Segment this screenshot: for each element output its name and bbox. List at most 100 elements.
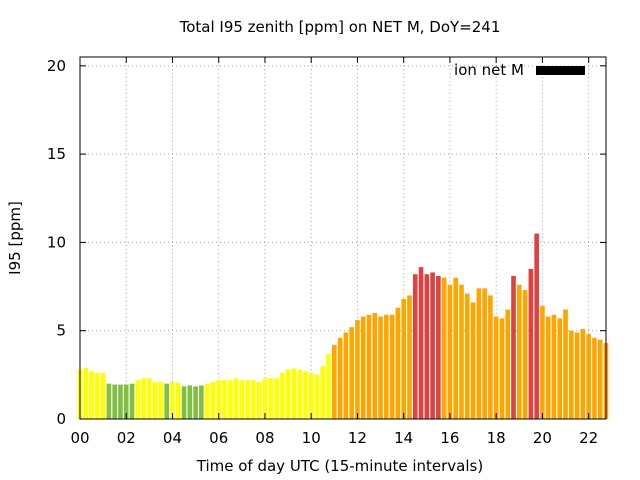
bar [418, 267, 424, 419]
x-tick-label: 06 [209, 429, 228, 447]
plot-frame [79, 56, 607, 420]
bar [580, 328, 586, 419]
x-tick-label: 00 [70, 429, 89, 447]
bar [516, 284, 522, 419]
bar [216, 380, 222, 419]
bar [574, 332, 580, 419]
bar [147, 378, 152, 419]
bar [262, 378, 268, 419]
legend-label: ion net M [454, 61, 524, 79]
bar [476, 288, 482, 419]
bar [227, 380, 233, 419]
bar [129, 383, 135, 419]
bar [222, 380, 227, 419]
x-tick-labels: 00 02 04 06 08 10 12 14 16 18 20 22 [70, 429, 598, 447]
bar [557, 318, 563, 419]
bar [135, 380, 141, 419]
bar [430, 272, 435, 419]
bar [447, 284, 453, 419]
bar [233, 378, 239, 419]
bar [424, 274, 430, 419]
x-tick-label: 02 [117, 429, 136, 447]
bar [586, 334, 591, 419]
x-axis-label: Time of day UTC (15-minute intervals) [196, 457, 483, 475]
bar [540, 305, 545, 419]
bar [112, 384, 117, 419]
bar [412, 274, 418, 419]
y-tick-label: 15 [47, 145, 66, 163]
bar [366, 314, 372, 419]
x-tick-label: 16 [440, 429, 459, 447]
axis-ticks [79, 57, 606, 420]
bar [193, 386, 198, 419]
bar [291, 368, 297, 419]
bar [499, 318, 505, 419]
bar [360, 316, 366, 419]
bar [123, 384, 129, 419]
bar [181, 386, 187, 419]
bar [505, 309, 511, 419]
bar [89, 371, 94, 419]
bar [534, 233, 539, 419]
bar [170, 381, 175, 419]
chart-title: Total I95 zenith [ppm] on NET M, DoY=241 [179, 18, 501, 36]
y-tick-label: 10 [47, 233, 66, 251]
bar [297, 369, 302, 419]
bar [545, 316, 551, 419]
bar [303, 371, 308, 419]
bar [522, 290, 528, 419]
x-tick-label: 22 [579, 429, 598, 447]
x-tick-label: 12 [348, 429, 367, 447]
x-tick-label: 04 [163, 429, 182, 447]
bar [187, 385, 193, 419]
bar [285, 369, 291, 419]
y-tick-label: 20 [47, 57, 66, 75]
bar [441, 277, 447, 419]
x-tick-label: 10 [302, 429, 321, 447]
bar [314, 374, 320, 419]
bar [245, 380, 250, 419]
bar [308, 373, 314, 419]
y-tick-label: 5 [56, 322, 66, 340]
bar [453, 277, 459, 419]
bar [493, 316, 499, 419]
bar [511, 275, 516, 419]
bar [337, 337, 343, 419]
bar [175, 382, 181, 419]
bar [343, 332, 349, 419]
x-tick-label: 08 [255, 429, 274, 447]
bar [349, 327, 354, 419]
bar [141, 378, 146, 419]
bar [274, 378, 279, 419]
bar [326, 353, 331, 419]
bar [459, 284, 464, 419]
legend-swatch [536, 66, 585, 75]
bar [268, 378, 274, 419]
y-axis-label: I95 [ppm] [6, 201, 24, 275]
bar [569, 330, 574, 419]
bar [528, 268, 534, 419]
bar [320, 366, 326, 419]
bar [152, 381, 158, 419]
x-tick-label: 20 [533, 429, 552, 447]
bar [389, 314, 395, 419]
bar [332, 344, 337, 419]
bars [77, 233, 609, 419]
bar [488, 295, 493, 419]
bar [407, 295, 412, 419]
bar [482, 288, 487, 419]
bar [256, 381, 262, 419]
bar [118, 384, 123, 419]
bar [592, 337, 597, 419]
bar [239, 380, 245, 419]
bar [464, 293, 470, 419]
bar [355, 320, 360, 419]
x-tick-label: 18 [487, 429, 506, 447]
grid [80, 57, 606, 419]
bar [551, 314, 557, 419]
bar [199, 385, 204, 419]
bar [106, 383, 112, 419]
bar [401, 298, 406, 419]
bar [563, 309, 568, 419]
